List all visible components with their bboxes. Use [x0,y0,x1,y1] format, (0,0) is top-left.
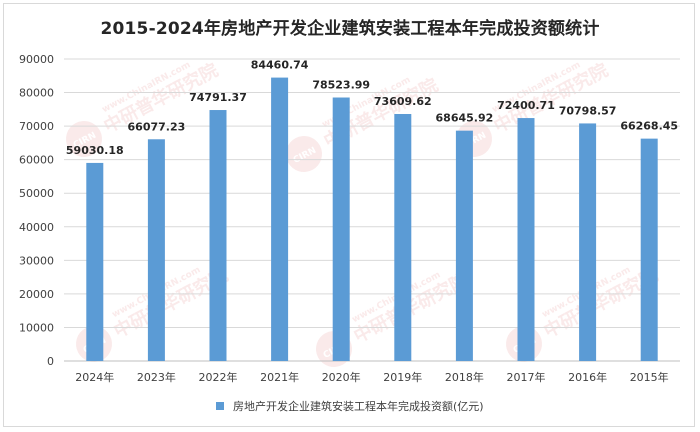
legend: 房地产开发企业建筑安装工程本年完成投资额(亿元) [4,398,696,414]
bar [86,162,104,361]
bar [332,97,350,361]
data-label: 59030.18 [66,144,124,157]
bar [209,110,227,361]
legend-swatch [216,402,225,410]
x-tick-label: 2024年 [75,370,114,384]
bar [271,77,289,362]
y-tick-label: 60000 [19,154,54,167]
data-label: 66268.45 [620,120,678,133]
y-tick-label: 70000 [19,120,54,133]
y-tick-label: 10000 [19,321,54,334]
chart-container: 2015-2024年房地产开发企业建筑安装工程本年完成投资额统计 CIRN 中研普… [3,3,695,427]
bar [455,130,473,361]
data-label: 66077.23 [128,120,186,133]
y-tick-label: 0 [47,355,54,368]
bar [640,138,658,361]
bar [394,113,412,361]
bar [579,123,597,362]
x-tick-label: 2015年 [630,370,669,384]
y-tick-label: 50000 [19,187,54,200]
data-label: 72400.71 [497,99,555,112]
bar [147,139,165,361]
x-tick-label: 2023年 [137,370,176,384]
x-tick-label: 2018年 [445,370,484,384]
x-tick-label: 2017年 [507,370,546,384]
chart-plot: CIRN中研普华研究院www.ChinaIRN.comCIRN中研普华研究院ww… [19,53,680,384]
y-tick-label: 20000 [19,288,54,301]
data-label: 70798.57 [559,104,617,117]
data-label: 68645.92 [436,112,494,125]
data-label: 74791.37 [189,91,247,104]
y-tick-label: 30000 [19,254,54,267]
x-tick-label: 2022年 [199,370,238,384]
y-tick-label: 40000 [19,221,54,234]
x-tick-label: 2021年 [260,370,299,384]
y-tick-label: 90000 [19,53,54,66]
x-tick-label: 2016年 [568,370,607,384]
data-label: 84460.74 [251,59,309,72]
chart-title: 2015-2024年房地产开发企业建筑安装工程本年完成投资额统计 [100,19,600,39]
bar [517,118,535,362]
x-tick-label: 2020年 [322,370,361,384]
data-label: 73609.62 [374,95,432,108]
legend-label: 房地产开发企业建筑安装工程本年完成投资额(亿元) [232,400,484,413]
x-tick-label: 2019年 [383,370,422,384]
data-label: 78523.99 [312,79,370,92]
y-tick-label: 80000 [19,87,54,100]
watermark-logo-icon [286,136,322,172]
watermark-logo-icon [66,121,102,157]
